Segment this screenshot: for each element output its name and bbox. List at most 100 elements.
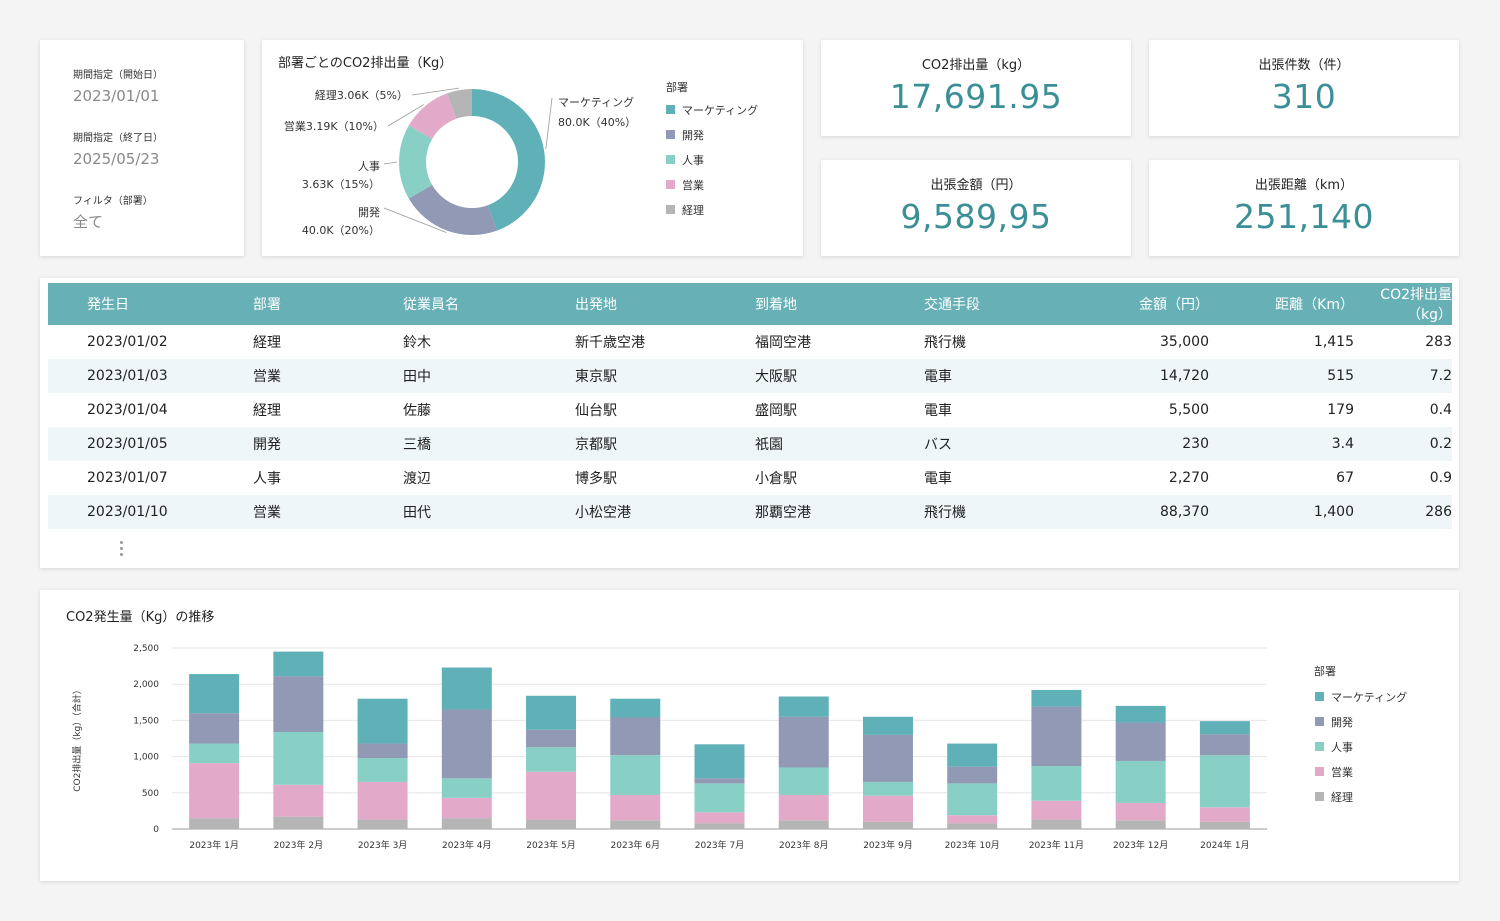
bar-segment[interactable] <box>947 823 998 829</box>
table-row[interactable]: 2023/01/05 開発 三橋 京都駅 祇園 バス 230 3.4 0.2 <box>48 427 1452 461</box>
donut-slice-4[interactable] <box>447 89 472 119</box>
bar-segment[interactable] <box>778 716 829 768</box>
more-rows-icon[interactable] <box>120 541 124 559</box>
bar-segment[interactable] <box>189 743 240 764</box>
column-header-department[interactable]: 部署 <box>253 297 281 313</box>
bar-segment[interactable] <box>189 713 240 744</box>
bar-segment[interactable] <box>694 783 745 813</box>
bar-segment[interactable] <box>778 794 829 821</box>
bar-segment[interactable] <box>862 781 913 796</box>
table-row[interactable]: 2023/01/03 営業 田中 東京駅 大阪駅 電車 14,720 515 7.2 <box>48 359 1452 393</box>
bar-segment[interactable] <box>1031 766 1082 801</box>
column-header-distance[interactable]: 距離（Km） <box>1275 297 1354 313</box>
cell-amount: 88,370 <box>1160 504 1209 520</box>
column-header-transport[interactable]: 交通手段 <box>924 297 980 313</box>
bar-segment[interactable] <box>610 794 661 821</box>
table-row[interactable]: 2023/01/10 営業 田代 小松空港 那覇空港 飛行機 88,370 1,400 286 <box>48 495 1452 529</box>
bar-segment[interactable] <box>441 667 492 710</box>
bar-segment[interactable] <box>610 755 661 795</box>
bar-segment[interactable] <box>862 734 913 782</box>
bar-segment[interactable] <box>610 717 661 756</box>
bar-segment[interactable] <box>273 816 324 829</box>
column-header-origin[interactable]: 出発地 <box>575 297 617 313</box>
column-header-co2[interactable]: CO2排出量（kg） <box>1380 287 1452 323</box>
bar-segment[interactable] <box>189 763 240 819</box>
bar-segment[interactable] <box>441 797 492 819</box>
bar-segment[interactable] <box>273 651 324 677</box>
bar-segment[interactable] <box>1199 734 1250 756</box>
table-row[interactable]: 2023/01/07 人事 渡辺 博多駅 小倉駅 電車 2,270 67 0.9 <box>48 461 1452 495</box>
bar-segment[interactable] <box>189 674 240 714</box>
bar-segment[interactable] <box>1031 819 1082 829</box>
bar-segment[interactable] <box>441 709 492 779</box>
table-row[interactable]: 2023/01/04 経理 佐藤 仙台駅 盛岡駅 電車 5,500 179 0.4 <box>48 393 1452 427</box>
end-date-filter[interactable]: 期間指定（終了日） 2025/05/23 <box>73 129 244 192</box>
bar-segment[interactable] <box>526 695 577 730</box>
bar-segment[interactable] <box>1031 800 1082 820</box>
bar-segment[interactable] <box>862 821 913 829</box>
bar-segment[interactable] <box>610 698 661 718</box>
department-filter[interactable]: フィルタ（部署） 全て <box>73 192 244 255</box>
bar-segment[interactable] <box>357 781 408 820</box>
bar-segment[interactable] <box>1031 706 1082 767</box>
bar-segment[interactable] <box>1115 722 1166 761</box>
trip-table-card: 発生日 部署 従業員名 出発地 到着地 交通手段 金額（円） 距離（Km） CO… <box>40 278 1459 568</box>
bar-segment[interactable] <box>273 731 324 785</box>
bar-segment[interactable] <box>862 795 913 822</box>
bar-segment[interactable] <box>947 815 998 824</box>
cell-transport: バス <box>924 437 952 453</box>
legend-item-label: 開発 <box>682 128 704 142</box>
bar-segment[interactable] <box>947 743 998 767</box>
donut-slice-label: マーケティング <box>558 95 634 109</box>
bar-segment[interactable] <box>526 771 577 820</box>
bar-segment[interactable] <box>357 819 408 829</box>
bar-segment[interactable] <box>1199 821 1250 829</box>
bar-segment[interactable] <box>1031 689 1082 707</box>
column-header-employee[interactable]: 従業員名 <box>403 297 459 313</box>
bar-segment[interactable] <box>947 783 998 816</box>
donut-chart-title: 部署ごとのCO2排出量（Kg） <box>278 56 453 71</box>
bar-segment[interactable] <box>1115 802 1166 821</box>
cell-employee: 田代 <box>403 505 431 521</box>
bar-segment[interactable] <box>1115 705 1166 723</box>
column-header-amount[interactable]: 金額（円） <box>1139 297 1209 313</box>
bar-segment[interactable] <box>694 778 745 784</box>
bar-segment[interactable] <box>1199 721 1250 735</box>
bar-segment[interactable] <box>1115 760 1166 803</box>
bar-segment[interactable] <box>526 729 577 748</box>
bar-segment[interactable] <box>610 820 661 829</box>
column-header-date[interactable]: 発生日 <box>87 297 129 313</box>
donut-slice-2[interactable] <box>399 125 433 199</box>
donut-slice-3[interactable] <box>408 93 457 139</box>
bar-segment[interactable] <box>273 676 324 732</box>
bar-segment[interactable] <box>694 812 745 824</box>
bar-segment[interactable] <box>694 823 745 829</box>
bar-segment[interactable] <box>526 747 577 772</box>
bar-segment[interactable] <box>189 818 240 829</box>
donut-slice-0[interactable] <box>472 89 545 231</box>
column-header-destination[interactable]: 到着地 <box>755 297 797 313</box>
donut-slice-1[interactable] <box>408 185 497 235</box>
bar-segment[interactable] <box>778 820 829 829</box>
bar-segment[interactable] <box>441 818 492 829</box>
bar-segment[interactable] <box>273 784 324 817</box>
bar-segment[interactable] <box>862 716 913 735</box>
bar-segment[interactable] <box>441 778 492 798</box>
bar-segment[interactable] <box>357 758 408 782</box>
bar-segment[interactable] <box>357 743 408 759</box>
bar-segment[interactable] <box>1115 820 1166 829</box>
bar-segment[interactable] <box>357 698 408 744</box>
bar-segment[interactable] <box>1199 807 1250 822</box>
bar-segment[interactable] <box>947 766 998 784</box>
bar-segment[interactable] <box>526 819 577 829</box>
table-row[interactable]: 2023/01/02 経理 鈴木 新千歳空港 福岡空港 飛行機 35,000 1,415 283 <box>48 325 1452 359</box>
bar-segment[interactable] <box>1199 755 1250 808</box>
start-date-filter[interactable]: 期間指定（開始日） 2023/01/01 <box>73 66 244 129</box>
bar-segment[interactable] <box>778 696 829 717</box>
start-date-value[interactable]: 2023/01/01 <box>73 87 160 105</box>
bar-legend-label: 経理 <box>1331 791 1353 804</box>
department-filter-value[interactable]: 全て <box>73 213 104 231</box>
bar-segment[interactable] <box>778 767 829 795</box>
bar-segment[interactable] <box>694 744 745 779</box>
end-date-value[interactable]: 2025/05/23 <box>73 150 160 168</box>
